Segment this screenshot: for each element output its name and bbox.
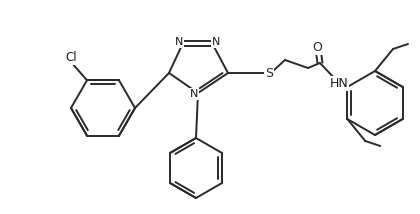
Text: N: N [190,89,198,99]
Text: S: S [265,67,273,79]
Text: N: N [212,37,220,47]
Text: O: O [312,40,322,54]
Text: N: N [175,37,183,47]
Text: Cl: Cl [65,51,77,64]
Text: HN: HN [330,76,348,89]
